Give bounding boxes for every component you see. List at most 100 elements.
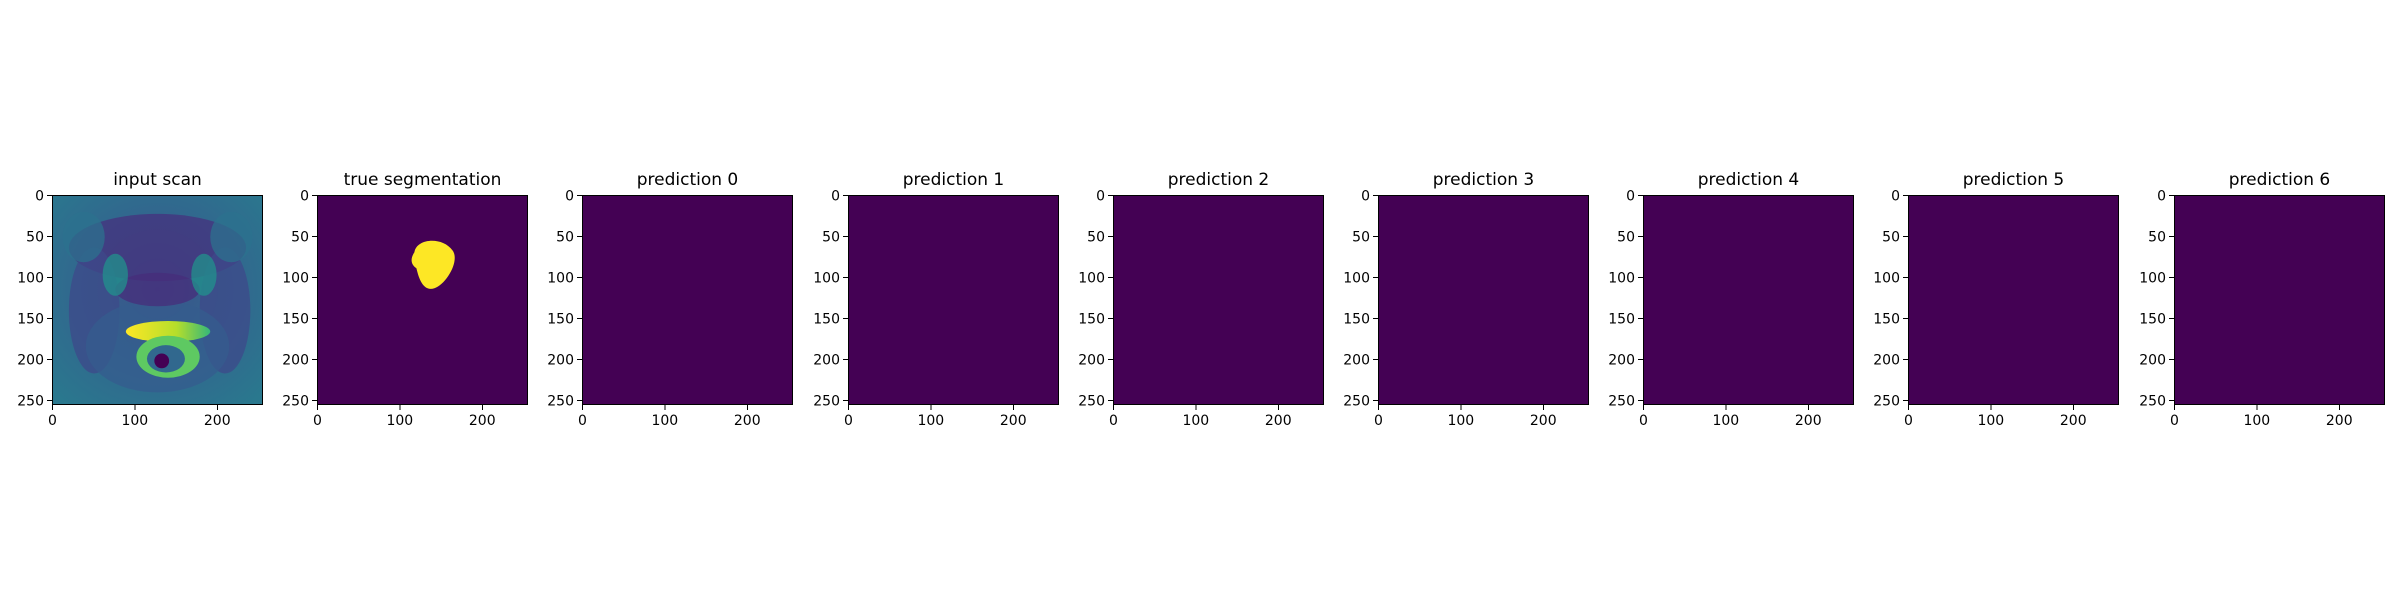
empty-prediction-image	[1378, 195, 1589, 405]
panel-title: prediction 5	[1963, 170, 2065, 190]
x-tick-label: 200	[2060, 413, 2087, 429]
y-tick-label: 100	[1608, 270, 1635, 286]
y-tick-label: 250	[1608, 393, 1635, 409]
empty-prediction-image	[2174, 195, 2385, 405]
x-tick-label: 0	[1109, 413, 1118, 429]
y-tick-label: 250	[1343, 393, 1370, 409]
y-tick-label: 250	[1873, 393, 1900, 409]
x-tick-label: 0	[2170, 413, 2179, 429]
panel-title: prediction 1	[903, 170, 1005, 190]
axes-frame	[317, 195, 528, 405]
y-tick-label: 150	[1078, 311, 1105, 327]
panel-title: prediction 3	[1433, 170, 1535, 190]
axes-frame	[52, 195, 263, 405]
panel-8: prediction 6 0 100 200 0 50 100 150 200 250	[2139, 170, 2385, 429]
y-tick-label: 250	[282, 393, 309, 409]
axes-frame	[582, 195, 793, 405]
panel-7: prediction 5 0 100 200 0 50 100 150 200 250	[1873, 170, 2119, 429]
y-tick-label: 150	[813, 311, 840, 327]
panel-title: prediction 6	[2229, 170, 2331, 190]
panel-4: prediction 2 0 100 200 0 50 100 150 200 250	[1078, 170, 1324, 429]
y-tick-label: 250	[547, 393, 574, 409]
mri-prostate-scan-image	[52, 195, 263, 405]
x-tick-label: 200	[1000, 413, 1027, 429]
empty-prediction-image	[848, 195, 1059, 405]
x-tick-label: 200	[1265, 413, 1292, 429]
y-tick-label: 50	[26, 229, 44, 245]
x-tick-label: 200	[734, 413, 761, 429]
x-tick-label: 0	[1639, 413, 1648, 429]
x-tick-label: 100	[651, 413, 678, 429]
x-tick-label: 200	[1795, 413, 1822, 429]
x-tick-label: 200	[204, 413, 231, 429]
y-tick-label: 0	[565, 188, 574, 204]
x-tick-label: 100	[1977, 413, 2004, 429]
y-tick-label: 100	[547, 270, 574, 286]
x-tick-label: 0	[48, 413, 57, 429]
panel-0: input scan 0 100 200 0 50 100 150 200 250	[17, 170, 263, 429]
panel-title: input scan	[113, 170, 202, 190]
y-tick-label: 50	[1352, 229, 1370, 245]
y-tick-label: 0	[1626, 188, 1635, 204]
y-tick-label: 200	[1873, 352, 1900, 368]
panel-3: prediction 1 0 100 200 0 50 100 150 200 250	[813, 170, 1059, 429]
x-tick-label: 0	[1904, 413, 1913, 429]
panel-title: prediction 4	[1698, 170, 1800, 190]
x-tick-label: 100	[1447, 413, 1474, 429]
y-tick-label: 150	[1343, 311, 1370, 327]
y-tick-label: 150	[282, 311, 309, 327]
panel-title: prediction 0	[637, 170, 739, 190]
empty-prediction-image	[582, 195, 793, 405]
x-tick-label: 0	[313, 413, 322, 429]
y-tick-label: 150	[1873, 311, 1900, 327]
panel-1: true segmentation 0 100 200 0 50 100 150 200 250	[282, 170, 528, 429]
x-tick-label: 200	[469, 413, 496, 429]
y-tick-label: 200	[1608, 352, 1635, 368]
axes-frame	[1378, 195, 1589, 405]
panel-6: prediction 4 0 100 200 0 50 100 150 200 250	[1608, 170, 1854, 429]
y-tick-label: 100	[1873, 270, 1900, 286]
segmentation-mask-image	[317, 195, 528, 405]
y-tick-label: 250	[1078, 393, 1105, 409]
y-tick-label: 150	[547, 311, 574, 327]
axes-frame	[2174, 195, 2385, 405]
panel-title: prediction 2	[1168, 170, 1270, 190]
y-tick-label: 200	[17, 352, 44, 368]
x-tick-label: 200	[1530, 413, 1557, 429]
x-tick-label: 200	[2326, 413, 2353, 429]
x-tick-label: 100	[386, 413, 413, 429]
panel-5: prediction 3 0 100 200 0 50 100 150 200 250	[1343, 170, 1589, 429]
y-tick-label: 100	[282, 270, 309, 286]
y-tick-label: 200	[282, 352, 309, 368]
empty-prediction-image	[1908, 195, 2119, 405]
y-tick-label: 200	[813, 352, 840, 368]
y-tick-label: 250	[2139, 393, 2166, 409]
panel-title: true segmentation	[344, 170, 502, 190]
y-tick-label: 100	[1078, 270, 1105, 286]
empty-prediction-image	[1113, 195, 1324, 405]
y-tick-label: 50	[2148, 229, 2166, 245]
panels-layer: input scan 0 100 200 0 50 100 150 200 250 true seg…	[17, 170, 2385, 429]
x-tick-label: 100	[917, 413, 944, 429]
axes-frame	[1908, 195, 2119, 405]
y-tick-label: 0	[2157, 188, 2166, 204]
panel-2: prediction 0 0 100 200 0 50 100 150 200 250	[547, 170, 793, 429]
y-tick-label: 200	[547, 352, 574, 368]
y-tick-label: 150	[17, 311, 44, 327]
y-tick-label: 250	[17, 393, 44, 409]
y-tick-label: 100	[17, 270, 44, 286]
empty-prediction-image	[1643, 195, 1854, 405]
y-tick-label: 200	[2139, 352, 2166, 368]
y-tick-label: 50	[1617, 229, 1635, 245]
y-tick-label: 0	[35, 188, 44, 204]
x-tick-label: 100	[1182, 413, 1209, 429]
y-tick-label: 0	[831, 188, 840, 204]
y-tick-label: 250	[813, 393, 840, 409]
y-tick-label: 200	[1078, 352, 1105, 368]
x-tick-label: 0	[1374, 413, 1383, 429]
axes-frame	[1643, 195, 1854, 405]
y-tick-label: 100	[813, 270, 840, 286]
x-tick-label: 100	[2243, 413, 2270, 429]
y-tick-label: 150	[2139, 311, 2166, 327]
